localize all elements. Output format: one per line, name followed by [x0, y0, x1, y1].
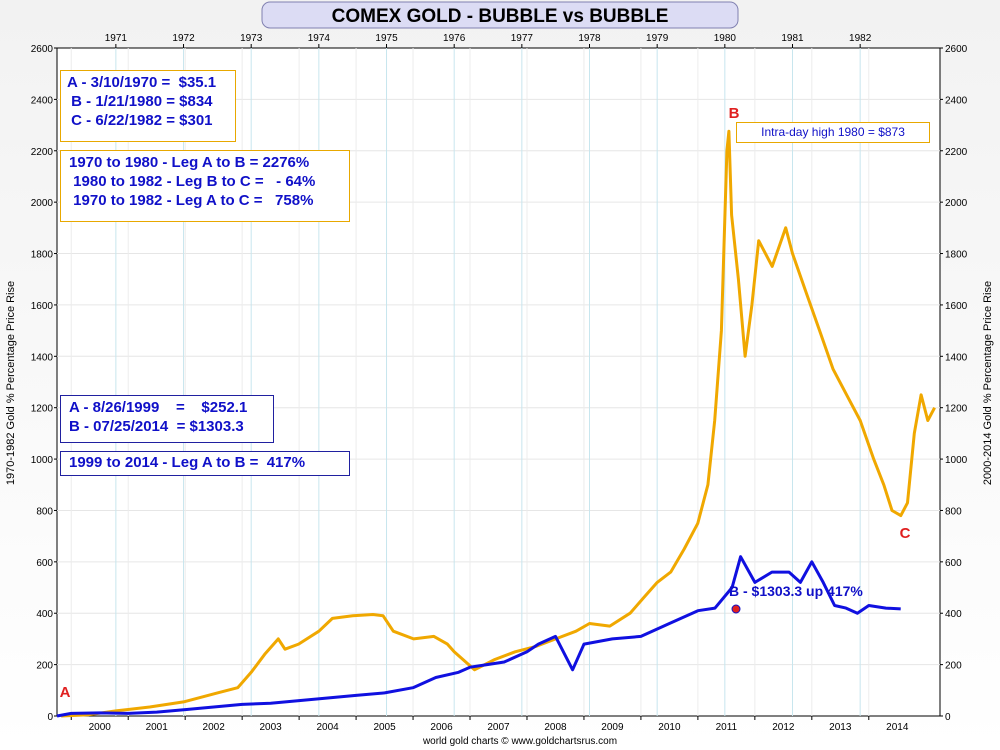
y-tick-left: 1000	[31, 455, 54, 466]
label-gold-A: A	[60, 684, 71, 701]
y-tick-right: 200	[945, 661, 962, 672]
source-footer: world gold charts © www.goldchartsrus.co…	[422, 736, 617, 747]
current-value-label: B - $1303.3 up 417%	[729, 583, 863, 599]
grid	[57, 48, 940, 716]
gold-leg-line: 1980 to 1982 - Leg B to C = - 64%	[69, 173, 316, 190]
blue-price-line: B - 07/25/2014 = $1303.3	[69, 418, 244, 435]
y-tick-left: 800	[36, 506, 53, 517]
x-tick-bottom: 2013	[829, 722, 852, 733]
x-tick-bottom: 2010	[658, 722, 681, 733]
y-tick-left: 2200	[31, 147, 54, 158]
y-axis-right-label: 2000-2014 Gold % Percentage Price Rise	[982, 281, 994, 485]
gold-price-line: C - 6/22/1982 = $301	[67, 112, 213, 129]
y-tick-right: 2000	[945, 198, 968, 209]
y-tick-right: 2600	[945, 44, 968, 55]
y-tick-left: 1200	[31, 404, 54, 415]
x-tick-bottom: 2008	[544, 722, 567, 733]
y-tick-right: 1000	[945, 455, 968, 466]
blue-leg-line: 1999 to 2014 - Leg A to B = 417%	[69, 454, 306, 471]
y-tick-left: 1800	[31, 250, 54, 261]
x-tick-top: 1977	[511, 33, 534, 44]
x-tick-top: 1980	[714, 33, 737, 44]
x-tick-bottom: 2009	[601, 722, 624, 733]
y-tick-right: 400	[945, 609, 962, 620]
plot-area	[56, 47, 941, 717]
y-tick-left: 2000	[31, 198, 54, 209]
y-tick-right: 1600	[945, 301, 968, 312]
x-tick-bottom: 2001	[146, 722, 169, 733]
gold-price-line: B - 1/21/1980 = $834	[67, 93, 213, 110]
label-gold-C: C	[900, 525, 911, 542]
x-axis-top: 1971 1972 1973 1974 1975 1976 1977 1978 1979 1980…	[105, 33, 872, 48]
y-tick-left: 0	[47, 712, 53, 723]
x-tick-bottom: 2005	[373, 722, 396, 733]
y-tick-right: 2400	[945, 95, 968, 106]
gold-leg-line: 1970 to 1980 - Leg A to B = 2276%	[69, 154, 310, 171]
gold-leg-line: 1970 to 1982 - Leg A to C = 758%	[69, 192, 314, 209]
y-tick-left: 1600	[31, 301, 54, 312]
x-tick-top: 1979	[646, 33, 669, 44]
y-tick-right: 1400	[945, 352, 968, 363]
y-axis-left: 0 200 400 600 800 1000 1200 1400 1600 1800 2000 220…	[31, 44, 57, 723]
gold-price-box: A - 3/10/1970 = $35.1 B - 1/21/1980 = $8…	[60, 70, 236, 142]
x-tick-bottom: 2006	[430, 722, 453, 733]
series-line-1970-1982	[61, 129, 936, 718]
x-tick-top: 1973	[240, 33, 263, 44]
current-value-marker	[731, 604, 741, 614]
y-tick-left: 600	[36, 558, 53, 569]
y-tick-right: 0	[945, 712, 951, 723]
x-tick-top: 1975	[375, 33, 398, 44]
y-axis-left-label: 1970-1982 Gold % Percentage Price Rise	[5, 281, 17, 485]
y-tick-left: 2600	[31, 44, 54, 55]
x-tick-top: 1982	[849, 33, 872, 44]
label-gold-B: B	[729, 105, 740, 122]
x-tick-top: 1981	[781, 33, 804, 44]
y-tick-right: 600	[945, 558, 962, 569]
y-tick-right: 1800	[945, 250, 968, 261]
y-tick-left: 2400	[31, 95, 54, 106]
blue-price-box: A - 8/26/1999 = $252.1 B - 07/25/2014 = …	[60, 395, 274, 443]
gold-legs-box: 1970 to 1980 - Leg A to B = 2276% 1980 t…	[60, 150, 350, 222]
blue-leg-box: 1999 to 2014 - Leg A to B = 417%	[60, 451, 350, 476]
gold-price-line: A - 3/10/1970 = $35.1	[67, 74, 217, 91]
blue-price-line: A - 8/26/1999 = $252.1	[69, 399, 248, 416]
y-tick-right: 1200	[945, 404, 968, 415]
series-layer	[56, 129, 936, 718]
y-axis-right: 0 200 400 600 800 1000 1200 1400 1600 1800 2000 220…	[940, 44, 968, 723]
x-tick-top: 1976	[443, 33, 466, 44]
x-tick-top: 1972	[172, 33, 195, 44]
y-tick-right: 2200	[945, 147, 968, 158]
y-tick-right: 800	[945, 506, 962, 517]
x-tick-bottom: 2012	[772, 722, 795, 733]
x-axis-bottom: 2000 2001 2002 2003 2004 2005 2006 2007 2008 2009…	[70, 716, 909, 733]
chart-title: COMEX GOLD - BUBBLE vs BUBBLE	[332, 6, 669, 27]
x-tick-bottom: 2011	[716, 722, 738, 733]
x-tick-bottom: 2007	[487, 722, 510, 733]
intraday-high-box: Intra-day high 1980 = $873	[736, 122, 930, 143]
x-tick-bottom: 2002	[203, 722, 226, 733]
x-tick-bottom: 2003	[260, 722, 283, 733]
y-tick-left: 1400	[31, 352, 54, 363]
x-tick-top: 1974	[308, 33, 331, 44]
x-tick-bottom: 2004	[316, 722, 339, 733]
x-tick-top: 1978	[578, 33, 601, 44]
x-tick-bottom: 2000	[89, 722, 112, 733]
y-tick-left: 400	[36, 609, 53, 620]
x-tick-top: 1971	[105, 33, 128, 44]
x-tick-bottom: 2014	[886, 722, 909, 733]
y-tick-left: 200	[36, 661, 53, 672]
series-line-2000-2014	[56, 555, 901, 718]
title-bar	[261, 1, 739, 29]
